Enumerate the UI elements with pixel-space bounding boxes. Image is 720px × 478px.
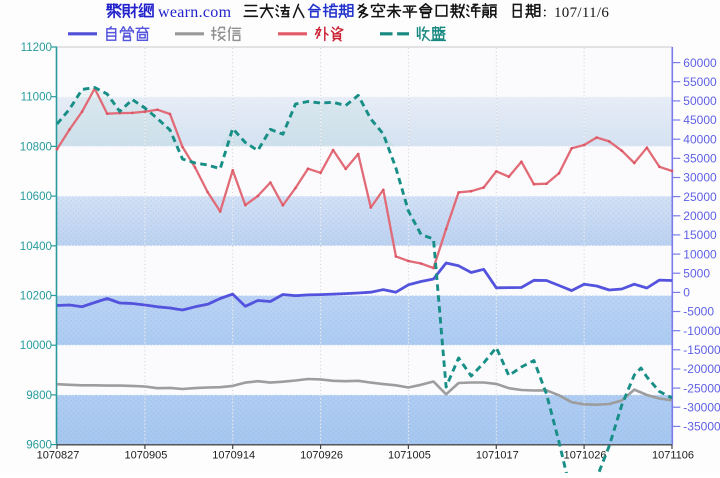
svg-text:10400: 10400 [20,240,52,253]
svg-text:15000: 15000 [683,228,717,242]
svg-text:-15000: -15000 [683,343,720,357]
svg-text:10000: 10000 [683,247,717,261]
svg-text:-20000: -20000 [683,362,720,376]
svg-text:55000: 55000 [683,75,717,89]
svg-text:wearn.com: wearn.com [158,4,232,21]
svg-text:11200: 11200 [21,41,52,54]
svg-text:-30000: -30000 [683,400,720,414]
svg-text:-5000: -5000 [683,305,714,319]
svg-text:1071026: 1071026 [564,450,607,462]
svg-text:40000: 40000 [683,132,717,146]
svg-text:1070914: 1070914 [212,450,255,462]
svg-text:9600: 9600 [26,439,52,452]
svg-text:20000: 20000 [683,209,717,223]
svg-text:11000: 11000 [21,91,52,104]
svg-text:1071005: 1071005 [388,450,431,462]
svg-text:10600: 10600 [20,190,52,203]
svg-text:1070926: 1070926 [300,450,343,462]
svg-text:10800: 10800 [20,140,52,153]
svg-text:1071017: 1071017 [476,450,519,462]
svg-text:45000: 45000 [683,113,717,127]
svg-text:10200: 10200 [20,290,52,303]
svg-text:-35000: -35000 [683,420,720,434]
svg-text:1070905: 1070905 [124,450,167,462]
svg-text:-10000: -10000 [683,324,720,338]
svg-text:9800: 9800 [26,389,52,402]
svg-text:30000: 30000 [683,171,717,185]
svg-text:10000: 10000 [20,339,52,352]
svg-text:25000: 25000 [683,190,717,204]
svg-text:0: 0 [683,286,690,300]
svg-text:1070827: 1070827 [37,450,80,462]
svg-text:60000: 60000 [683,56,717,70]
svg-text:107/11/6: 107/11/6 [554,5,609,21]
svg-text:1071106: 1071106 [652,450,694,462]
svg-text:5000: 5000 [683,266,710,280]
svg-text:50000: 50000 [683,94,717,108]
svg-text::: : [543,5,547,21]
svg-text:-25000: -25000 [683,381,720,395]
svg-text:35000: 35000 [683,152,717,166]
